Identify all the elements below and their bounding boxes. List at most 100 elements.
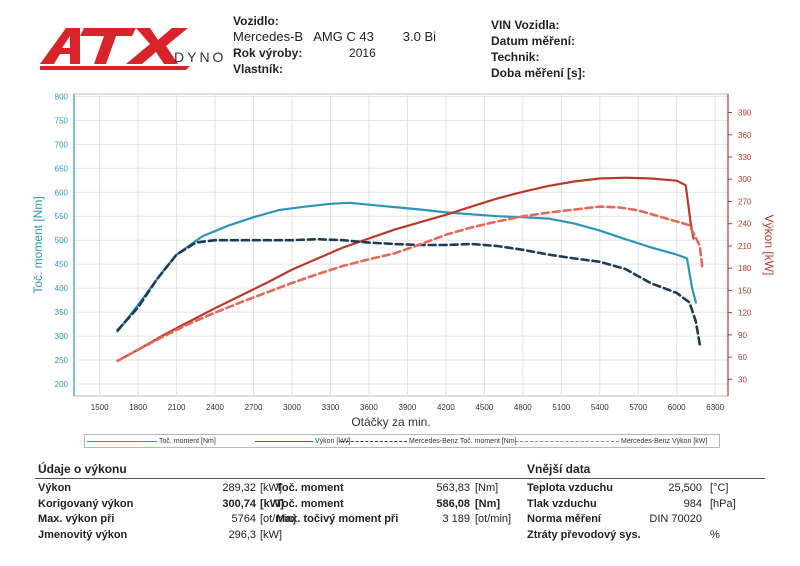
vin-label: VIN Vozidla:: [491, 18, 560, 32]
x-tick-label: 1800: [129, 403, 147, 412]
legend-swatch: [341, 441, 407, 442]
x-axis-label: Otáčky za min.: [351, 415, 430, 429]
perf-label: Výkon: [38, 482, 72, 494]
x-tick-label: 5100: [552, 403, 570, 412]
legend-label: Výkon [kW]: [315, 438, 351, 445]
series-line-4: [116, 205, 704, 363]
y-right-tick-label: 150: [738, 286, 752, 295]
x-tick-label: 3300: [322, 403, 340, 412]
y-right-tick-label: 300: [738, 175, 752, 184]
perf-value: 289,32: [222, 482, 256, 494]
owner-row: Vlastník:: [233, 61, 436, 77]
legend-label: Mercedes-Benz Toč. moment [Nm]: [409, 438, 517, 445]
logo-sub-text: DYNO: [174, 49, 226, 65]
external-value: DIN 70020: [649, 513, 702, 525]
x-tick-label: 3600: [360, 403, 378, 412]
torque-label: Max. točivý moment při: [276, 513, 399, 525]
x-tick-label: 4800: [514, 403, 532, 412]
y-left-tick-label: 550: [55, 212, 69, 221]
perf-label: Korigovaný výkon: [38, 497, 134, 510]
y-left-tick-label: 600: [55, 188, 69, 197]
y-left-tick-label: 350: [55, 308, 69, 317]
date-label: Datum měření:: [491, 34, 576, 48]
torque-label: Toč. moment: [276, 497, 344, 510]
year-row: Rok výroby: 2016: [233, 45, 436, 61]
section-separator: [35, 478, 765, 479]
legend-swatch: [255, 441, 313, 442]
vehicle-label: Vozidlo:: [233, 14, 279, 28]
x-tick-label: 2400: [206, 403, 224, 412]
y-right-tick-label: 390: [738, 109, 752, 118]
y-left-tick-label: 500: [55, 236, 69, 245]
perf-unit: [kW]: [260, 497, 284, 510]
y-right-tick-label: 360: [738, 131, 752, 140]
external-value: 984: [683, 497, 702, 510]
y-right-tick-label: 120: [738, 309, 752, 318]
technician-label: Technik:: [491, 50, 540, 64]
legend-label: Mercedes-Benz Výkon [kW]: [621, 438, 708, 445]
duration-label: Doba měření [s]:: [491, 66, 586, 80]
perf-value: 5764: [231, 513, 256, 525]
torque-value: 586,08: [436, 497, 470, 510]
year-value: 2016: [349, 46, 376, 60]
perf-unit: [kW]: [260, 482, 282, 494]
y-left-tick-label: 750: [55, 116, 69, 125]
x-tick-label: 6000: [668, 403, 686, 412]
legend-swatch: [87, 441, 157, 442]
y-left-tick-label: 300: [55, 332, 69, 341]
perf-value: 296,3: [228, 528, 256, 541]
x-tick-label: 3000: [283, 403, 301, 412]
y-right-tick-label: 270: [738, 197, 752, 206]
y-right-tick-label: 90: [738, 331, 747, 340]
vehicle-model: AMG C 43: [313, 29, 374, 44]
y-left-tick-label: 650: [55, 164, 69, 173]
x-tick-label: 3900: [399, 403, 417, 412]
perf-unit: [kW]: [260, 528, 282, 541]
y-right-axis-label: Výkon [kW]: [762, 215, 776, 276]
vehicle-engine: 3.0 Bi: [402, 29, 437, 44]
torque-value: 563,83: [436, 482, 470, 494]
y-right-tick-label: 180: [738, 264, 752, 273]
x-tick-label: 2700: [245, 403, 263, 412]
torque-unit: [Nm]: [475, 497, 501, 510]
external-label: Tlak vzduchu: [527, 497, 597, 510]
torque-label: Toč. moment: [276, 482, 344, 494]
y-right-tick-label: 210: [738, 242, 752, 251]
perf-label: Max. výkon při: [38, 513, 115, 525]
vehicle-make: Mercedes-B: [233, 29, 304, 44]
y-left-tick-label: 200: [55, 380, 69, 389]
legend-label: Toč. moment [Nm]: [159, 438, 216, 445]
y-left-axis-label: Toč. moment [Nm]: [31, 196, 45, 293]
external-label: Teplota vzduchu: [527, 482, 613, 494]
owner-label: Vlastník:: [233, 62, 284, 76]
external-unit: [°C]: [710, 482, 729, 494]
y-left-tick-label: 450: [55, 260, 69, 269]
perf-unit: [ot/min]: [260, 513, 297, 525]
performance-title: Údaje o výkonu: [38, 462, 127, 476]
year-label: Rok výroby:: [233, 46, 303, 60]
x-tick-label: 5700: [629, 403, 647, 412]
external-unit: [hPa]: [710, 497, 736, 510]
y-right-tick-label: 60: [738, 353, 747, 362]
x-tick-label: 1500: [91, 403, 109, 412]
external-value: 25,500: [668, 482, 702, 494]
y-left-tick-label: 700: [55, 140, 69, 149]
y-right-tick-label: 240: [738, 220, 752, 229]
legend-swatch: [515, 441, 619, 442]
vehicle-name: Mercedes-B AMG C 43 3.0 Bi: [233, 29, 436, 45]
y-right-tick-label: 330: [738, 153, 752, 162]
vehicle-info: Vozidlo: Mercedes-B AMG C 43 3.0 Bi Rok …: [233, 13, 436, 77]
perf-label: Jmenovitý výkon: [38, 528, 128, 541]
dyno-chart: 1500 1800 2100 2400 2700 3000 3300 3600 3900 4200…: [31, 92, 776, 429]
chart-legend: Toč. moment [Nm] Výkon [kW] Mercedes-Benz …: [84, 434, 720, 448]
external-title: Vnější data: [527, 462, 591, 476]
series-line-1: [116, 201, 698, 333]
series-line-2: [116, 176, 695, 362]
external-label: Norma měření: [527, 513, 601, 525]
y-left-tick-label: 250: [55, 356, 69, 365]
measurement-info: VIN Vozidla: Datum měření: Technik: Doba…: [491, 17, 586, 81]
external-value: [620, 528, 702, 543]
external-unit: %: [710, 528, 720, 541]
x-tick-label: 2100: [168, 403, 186, 412]
torque-unit: [ot/min]: [475, 513, 512, 525]
